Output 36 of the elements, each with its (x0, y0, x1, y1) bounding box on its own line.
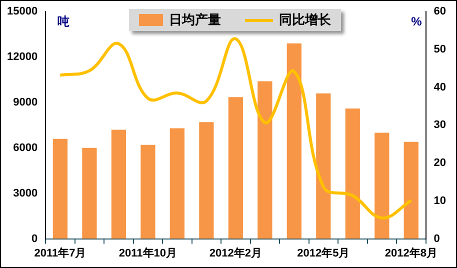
bar (286, 43, 302, 239)
bar (345, 108, 360, 239)
bar (316, 93, 331, 239)
y2-tick-label: 50 (434, 44, 446, 56)
line-series (58, 37, 413, 220)
x-tick-label: 2012年8月 (384, 246, 438, 260)
bar (111, 130, 126, 239)
bar (258, 81, 272, 239)
bar (82, 148, 97, 239)
y2-tick-label: 20 (434, 157, 446, 170)
x-tick-label: 2012年2月 (209, 246, 262, 260)
bar (199, 122, 214, 239)
y-axis-title: 吨 (58, 14, 70, 29)
bar (374, 132, 390, 239)
y2-tick-label: 40 (434, 81, 446, 94)
legend-label: 同比增长 (279, 11, 331, 29)
y2-tick-label: 60 (434, 6, 446, 18)
bar (228, 97, 243, 239)
y2-axis-title: % (411, 14, 422, 29)
y-tick-label: 15000 (6, 6, 38, 18)
y2-tick-label: 10 (434, 194, 446, 207)
bar (170, 128, 184, 239)
y2-tick-label: 0 (434, 232, 440, 245)
legend-label: 日均产量 (169, 11, 221, 29)
x-tick-label: 2011年10月 (118, 246, 177, 260)
y-tick-label: 9000 (13, 96, 38, 109)
bar (52, 138, 68, 239)
bar (404, 142, 418, 239)
x-tick-label: 2011年7月 (34, 246, 86, 260)
bar (140, 144, 156, 239)
y-tick-label: 3000 (13, 187, 38, 200)
y-tick-label: 12000 (6, 51, 38, 64)
x-tick-label: 2012年5月 (297, 246, 350, 260)
y-tick-label: 0 (31, 232, 38, 245)
y2-tick-label: 30 (434, 119, 446, 132)
y-tick-label: 6000 (13, 142, 38, 154)
